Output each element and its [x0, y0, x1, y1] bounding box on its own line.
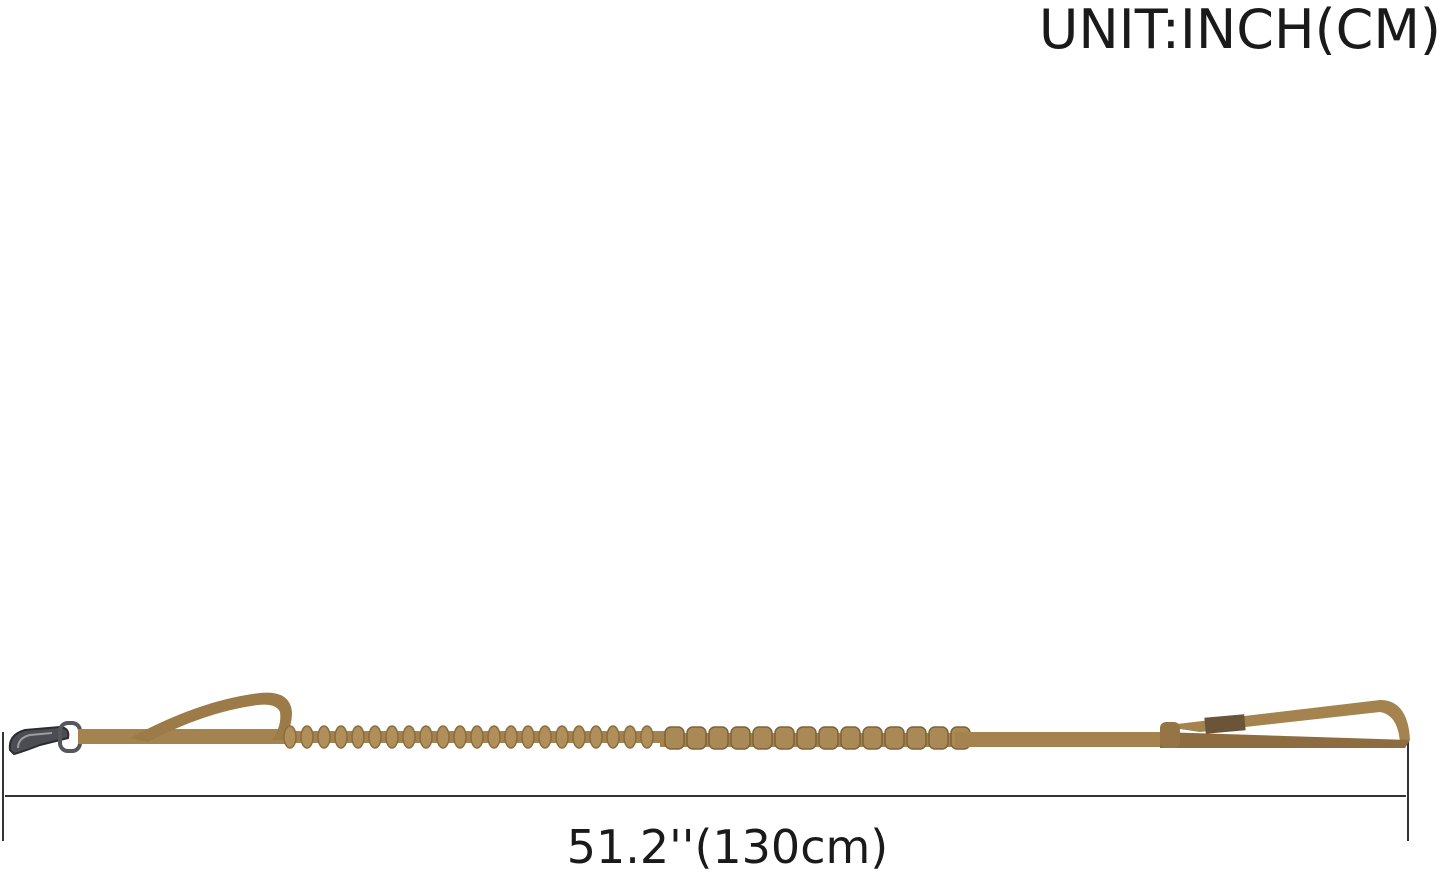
bungee-coil	[487, 725, 501, 749]
bungee-coil	[368, 725, 382, 749]
bungee-section	[283, 725, 665, 749]
bungee-coil	[402, 725, 416, 749]
bungee-coil	[504, 725, 518, 749]
sleeve-segment	[906, 726, 927, 750]
unit-label: UNIT:INCH(CM)	[1038, 0, 1441, 61]
bungee-coil	[317, 725, 331, 749]
sleeve-segment	[686, 726, 707, 750]
bungee-coil	[606, 725, 620, 749]
length-dimension-label: 51.2''(130cm)	[566, 820, 889, 874]
sleeve-segment	[840, 726, 861, 750]
snap-hook-icon	[8, 721, 82, 756]
bungee-coil	[589, 725, 603, 749]
sleeve-segment	[928, 726, 949, 750]
bungee-coil	[521, 725, 535, 749]
bungee-coil	[470, 725, 484, 749]
sleeve-segment	[884, 726, 905, 750]
bungee-coil	[436, 725, 450, 749]
left-handle	[78, 692, 292, 744]
bungee-coil	[334, 725, 348, 749]
sleeve-segment	[752, 726, 773, 750]
sleeve-segment	[708, 726, 729, 750]
bungee-coil	[623, 725, 637, 749]
sleeve-segment	[818, 726, 839, 750]
bungee-coil	[555, 725, 569, 749]
bungee-coil	[385, 725, 399, 749]
bungee-coil	[419, 725, 433, 749]
sleeve-segment	[796, 726, 817, 750]
bungee-coil	[572, 725, 586, 749]
bungee-coil	[640, 725, 654, 749]
bungee-coil	[351, 725, 365, 749]
bungee-coil	[453, 725, 467, 749]
bungee-coil	[300, 725, 314, 749]
sleeve-segment	[774, 726, 795, 750]
padded-sleeves	[660, 726, 971, 750]
sleeve-segment	[730, 726, 751, 750]
sleeve-segment	[862, 726, 883, 750]
bungee-coil	[283, 725, 297, 749]
right-handle	[955, 700, 1410, 748]
sleeve-segment	[664, 726, 685, 750]
bungee-coil	[538, 725, 552, 749]
